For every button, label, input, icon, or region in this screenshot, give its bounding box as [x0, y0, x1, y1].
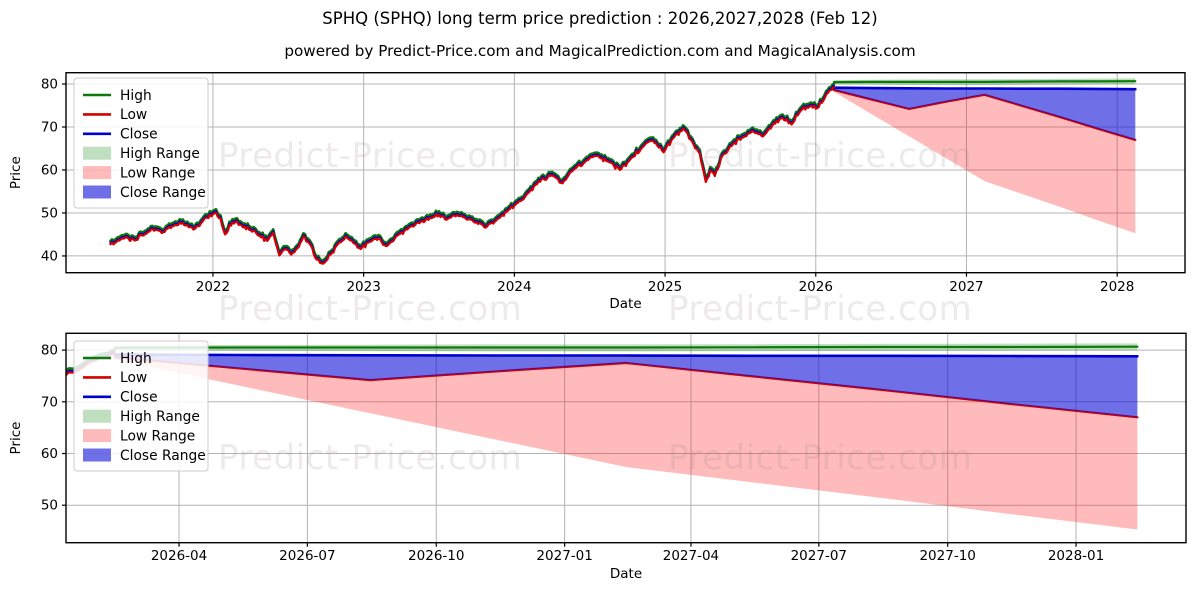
- legend-label: Close Range: [120, 448, 206, 464]
- y-tick-label: 70: [41, 394, 58, 410]
- y-tick-label: 50: [41, 498, 58, 514]
- legend-label: Low Range: [120, 428, 195, 444]
- y-tick-label: 60: [41, 446, 58, 462]
- watermark-text: Predict-Price.com: [218, 438, 522, 478]
- plot-area: [66, 343, 1139, 530]
- y-tick-label: 40: [41, 248, 58, 264]
- legend-sample-band: [83, 166, 111, 180]
- gridlines: [66, 72, 1185, 273]
- price-history-and-forecast-chart: 2022 2023 2024 2025 2026 2027 2028 40 50 60 70 80 Da…: [8, 71, 1186, 312]
- close-range-band: [833, 87, 1136, 140]
- legend-label: High: [120, 88, 152, 104]
- legend: High Low Close High Range Low Range Close Ran…: [73, 340, 209, 472]
- legend-label: High Range: [120, 409, 200, 425]
- legend-box: [73, 340, 209, 472]
- x-tick-label: 2028: [1100, 279, 1134, 295]
- x-tick-label: 2027-07: [791, 548, 847, 564]
- x-tick-label: 2026-04: [151, 548, 207, 564]
- axis-ticks: 2022 2023 2024 2025 2026 2027 2028 40 50 60 70 80: [41, 77, 1135, 295]
- chart-subtitle: powered by Predict-Price.com and Magical…: [284, 42, 916, 60]
- forecast-detail-chart: 2026-04 2026-07 2026-10 2027-01 2027-04 2027-…: [8, 332, 1187, 582]
- legend-label: Close: [120, 127, 158, 143]
- x-tick-label: 2027-04: [663, 548, 719, 564]
- low-range-band: [833, 90, 1136, 234]
- close-forecast-line: [832, 86, 1137, 91]
- y-tick-label: 80: [41, 343, 58, 359]
- legend-label: Low: [120, 107, 147, 123]
- low-history-line: [109, 85, 835, 265]
- watermark-text: Predict-Price.com: [668, 289, 972, 329]
- legend-label: Close: [120, 390, 158, 406]
- high-forecast-line: [113, 345, 1139, 349]
- legend: High Low Close High Range Low Range Close Ran…: [73, 77, 209, 209]
- legend-sample-band: [83, 448, 111, 462]
- legend-label: Low Range: [120, 165, 195, 181]
- y-tick-label: 60: [41, 162, 58, 178]
- x-tick-label: 2026-10: [408, 548, 464, 564]
- legend-sample-band: [83, 429, 111, 443]
- y-tick-label: 70: [41, 119, 58, 135]
- y-tick-label: 80: [41, 77, 58, 93]
- legend-label: High: [120, 351, 152, 367]
- watermarks: Predict-Price.com Predict-Price.com Predic…: [218, 136, 972, 478]
- axis-ticks: 2026-04 2026-07 2026-10 2027-01 2027-04 2027-…: [41, 343, 1104, 564]
- legend-sample-band: [83, 146, 111, 160]
- low-range-band: [114, 357, 1138, 530]
- plot-border: [65, 71, 1186, 274]
- close-range-band: [114, 354, 1138, 418]
- legend-label: Low: [120, 370, 147, 386]
- x-tick-label: 2027-01: [536, 548, 592, 564]
- chart-title: SPHQ (SPHQ) long term price prediction :…: [322, 9, 878, 28]
- x-axis-label: Date: [609, 296, 641, 312]
- high-forecast-line: [832, 80, 1137, 84]
- x-tick-label: 2026: [799, 279, 833, 295]
- legend-sample-band: [83, 185, 111, 199]
- plot-area: [109, 78, 1137, 265]
- x-tick-label: 2024: [497, 279, 531, 295]
- x-tick-label: 2027-10: [919, 548, 975, 564]
- close-forecast-line: [113, 353, 1139, 358]
- x-tick-label: 2022: [196, 279, 230, 295]
- y-axis-label: Price: [8, 156, 24, 189]
- watermark-text: Predict-Price.com: [218, 289, 522, 329]
- x-tick-label: 2026-07: [279, 548, 335, 564]
- watermark-text: Predict-Price.com: [668, 136, 972, 176]
- y-axis-label: Price: [8, 422, 24, 455]
- plot-border: [65, 332, 1187, 544]
- x-axis-label: Date: [610, 566, 642, 582]
- legend-box: [73, 77, 209, 209]
- x-tick-label: 2025: [648, 279, 682, 295]
- legend-label: Close Range: [120, 185, 206, 201]
- y-tick-label: 50: [41, 205, 58, 221]
- x-tick-label: 2027: [949, 279, 983, 295]
- watermark-text: Predict-Price.com: [218, 136, 522, 176]
- x-tick-label: 2023: [346, 279, 380, 295]
- x-tick-label: 2028-01: [1048, 548, 1104, 564]
- legend-label: High Range: [120, 146, 200, 162]
- watermark-text: Predict-Price.com: [668, 438, 972, 478]
- legend-sample-band: [83, 409, 111, 423]
